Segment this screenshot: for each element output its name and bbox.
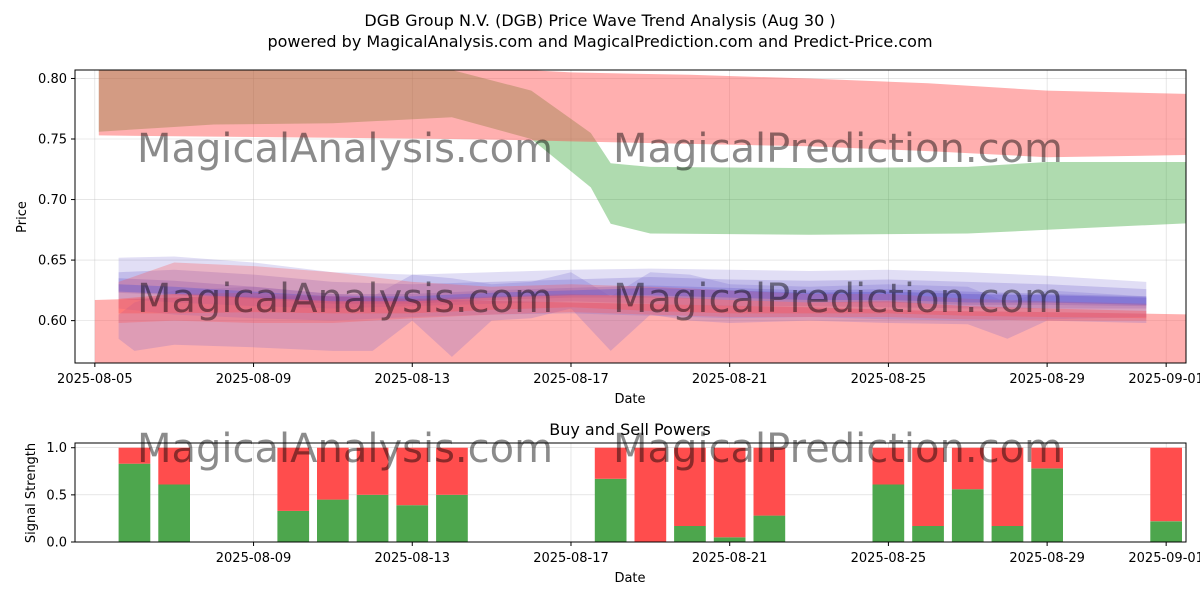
- price-x-tick-label: 2025-08-17: [533, 372, 609, 387]
- band-purple-core: [118, 284, 1147, 305]
- price-y-tick-label: 0.75: [38, 133, 67, 148]
- sell-bar: [872, 447, 905, 485]
- price-wave-panel: MagicalAnalysis.com MagicalPrediction.co…: [15, 69, 1200, 407]
- price-x-axis: 2025-08-05 2025-08-09 2025-08-13 2025-08-17…: [57, 363, 1200, 387]
- sell-bar: [753, 447, 786, 516]
- watermark-left-2: MagicalAnalysis.com: [137, 276, 553, 322]
- signal-x-axis-label: Date: [614, 571, 645, 586]
- price-y-tick-label: 0.80: [38, 72, 67, 87]
- sell-bar: [118, 447, 151, 464]
- buy-bar: [158, 484, 190, 542]
- price-x-tick-label: 2025-08-09: [216, 372, 292, 387]
- buy-sell-panel: Buy and Sell Powers MagicalAnalysis.com …: [24, 420, 1200, 586]
- buy-bar: [951, 489, 984, 542]
- buy-bar: [991, 526, 1024, 542]
- buy-bar: [753, 515, 786, 542]
- band-red-wave-bottom: [94, 296, 1186, 363]
- buy-bar: [436, 494, 468, 542]
- sell-bar: [1150, 447, 1182, 522]
- buy-bar: [594, 478, 627, 542]
- price-x-tick-label: 2025-09-01: [1128, 372, 1200, 387]
- sell-bar: [1031, 447, 1063, 469]
- signal-x-tick-label: 2025-09-01: [1128, 551, 1200, 566]
- signal-bars: [118, 447, 1182, 542]
- band-red-wave-mid-1: [118, 262, 1147, 323]
- sell-bar: [356, 447, 389, 495]
- signal-y-tick-label: 0.5: [46, 488, 67, 503]
- buy-bar: [713, 537, 746, 542]
- price-wave-bands: [94, 70, 1186, 363]
- signal-x-axis: 2025-08-09 2025-08-13 2025-08-17 2025-08-21…: [216, 542, 1200, 566]
- sell-bar: [277, 447, 310, 511]
- buy-bar: [356, 494, 389, 542]
- price-x-tick-label: 2025-08-05: [57, 372, 133, 387]
- watermark-right-2: MagicalPrediction.com: [613, 276, 1063, 322]
- buy-bar: [912, 526, 944, 542]
- buy-bar: [674, 526, 706, 542]
- signal-plot-frame: [74, 442, 1187, 543]
- price-y-axis-label: Price: [15, 201, 30, 233]
- signal-y-axis-label: Signal Strength: [24, 443, 39, 543]
- band-green-wave: [98, 70, 1186, 235]
- buy-bar: [872, 484, 905, 542]
- price-x-tick-label: 2025-08-21: [692, 372, 768, 387]
- watermark-left: MagicalAnalysis.com: [137, 126, 553, 172]
- buy-bar: [1150, 521, 1182, 542]
- signal-y-tick-label: 0.0: [46, 536, 67, 551]
- chart-subtitle: powered by MagicalAnalysis.com and Magic…: [267, 32, 932, 51]
- price-y-tick-label: 0.65: [38, 254, 67, 269]
- band-red-wave-top: [98, 70, 1186, 158]
- signal-y-axis: 0.0 0.5 1.0: [46, 441, 75, 551]
- buy-bar: [396, 505, 429, 542]
- signal-x-tick-label: 2025-08-17: [533, 551, 609, 566]
- sell-bar: [158, 447, 190, 485]
- sell-bar: [912, 447, 944, 526]
- sell-bar: [436, 447, 468, 495]
- buy-bar: [1031, 468, 1063, 542]
- signal-y-tick-label: 1.0: [46, 441, 67, 456]
- price-y-axis: 0.60 0.65 0.70 0.75 0.80: [38, 72, 75, 329]
- price-y-tick-label: 0.60: [38, 314, 67, 329]
- chart-title: DGB Group N.V. (DGB) Price Wave Trend An…: [364, 11, 835, 30]
- signal-x-tick-label: 2025-08-09: [216, 551, 292, 566]
- band-purple-wave-2: [118, 269, 1147, 309]
- buy-bar: [277, 510, 310, 542]
- sell-bar: [991, 447, 1024, 526]
- band-purple-wave-1: [118, 256, 1147, 321]
- price-plot-frame: [74, 69, 1187, 364]
- price-grid: [75, 70, 1186, 363]
- price-x-tick-label: 2025-08-13: [374, 372, 450, 387]
- price-y-tick-label: 0.70: [38, 193, 67, 208]
- signal-x-tick-label: 2025-08-21: [692, 551, 768, 566]
- buy-bar: [317, 499, 349, 542]
- watermark-sub-right: MagicalPrediction.com: [613, 426, 1063, 472]
- price-x-tick-label: 2025-08-25: [851, 372, 927, 387]
- sell-bar: [594, 447, 627, 479]
- signal-x-tick-label: 2025-08-25: [851, 551, 927, 566]
- signal-x-tick-label: 2025-08-13: [374, 551, 450, 566]
- buy-bar: [118, 463, 151, 542]
- band-purple-wave-3: [118, 278, 1147, 307]
- signal-x-tick-label: 2025-08-29: [1009, 551, 1085, 566]
- sell-bar: [674, 447, 706, 526]
- band-purple-wave-4: [118, 272, 1147, 357]
- buy-sell-title: Buy and Sell Powers: [549, 420, 711, 439]
- watermark-sub-left: MagicalAnalysis.com: [137, 426, 553, 472]
- sell-bar: [317, 447, 349, 500]
- price-x-tick-label: 2025-08-29: [1009, 372, 1085, 387]
- band-red-wave-mid-2: [118, 292, 1147, 319]
- sell-bar: [713, 447, 746, 538]
- watermark-right: MagicalPrediction.com: [613, 126, 1063, 172]
- price-x-axis-label: Date: [614, 392, 645, 407]
- sell-bar: [634, 447, 667, 542]
- sell-bar: [951, 447, 984, 490]
- sell-bar: [396, 447, 429, 506]
